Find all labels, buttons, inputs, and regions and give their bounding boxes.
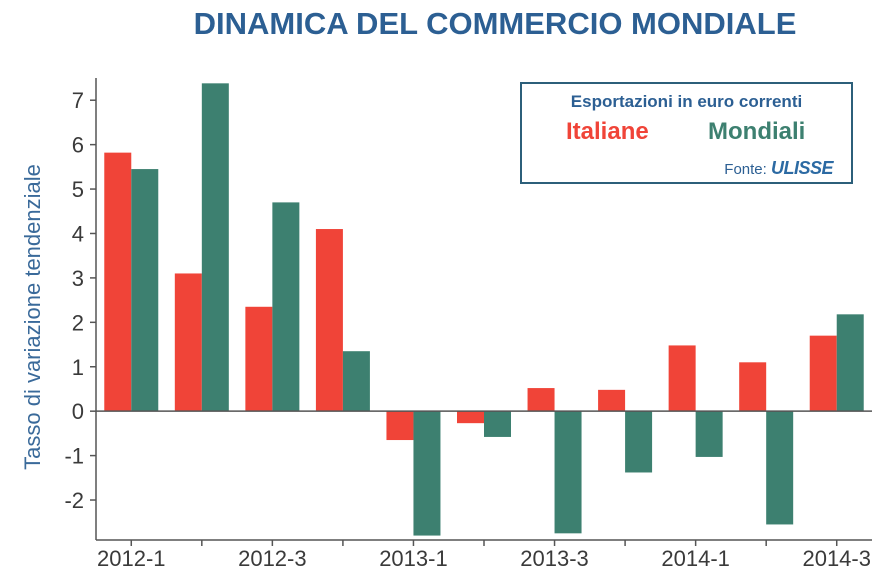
y-tick-label: 1 [72, 355, 84, 380]
bar-italiane-2012-3 [245, 306, 273, 412]
bar-italiane-2012-2 [174, 273, 202, 412]
bar-mondiali-2012-2 [201, 83, 229, 412]
bar-mondiali-2013-4 [625, 411, 653, 473]
x-tick-label: 2013-1 [379, 546, 448, 571]
legend-source: Fonte: ULISSE [724, 158, 833, 179]
y-tick-label: 7 [72, 88, 84, 113]
legend: Esportazioni in euro correnti Italiane M… [520, 82, 853, 184]
bar-mondiali-2014-2 [766, 411, 794, 525]
x-tick-label: 2012-3 [238, 546, 307, 571]
y-tick-label: -2 [64, 488, 84, 513]
chart-title: DINAMICA DEL COMMERCIO MONDIALE [193, 6, 797, 41]
x-tick-label: 2012-1 [97, 546, 166, 571]
bar-italiane-2013-4 [598, 389, 626, 412]
bar-italiane-2013-2 [457, 411, 484, 424]
x-tick-label: 2014-1 [661, 546, 730, 571]
ulisse-logo: ULISSE [770, 158, 834, 178]
legend-entry-mondiali: Mondiali [708, 118, 806, 145]
y-axis-label: Tasso di variazione tendenziale [20, 164, 45, 470]
bar-italiane-2014-1 [668, 345, 696, 412]
axes [90, 78, 872, 546]
bar-italiane-2013-3 [527, 388, 555, 412]
bar-mondiali-2013-1 [413, 411, 441, 536]
y-tick-label: 3 [72, 266, 84, 291]
bar-italiane-2012-1 [104, 152, 132, 412]
bar-mondiali-2012-1 [131, 169, 159, 412]
bar-italiane-2012-4 [315, 229, 343, 412]
bar-mondiali-2013-3 [554, 411, 582, 534]
bars [104, 83, 864, 536]
bar-mondiali-2012-4 [342, 351, 370, 412]
y-tick-label: 5 [72, 177, 84, 202]
y-tick-label: 6 [72, 133, 84, 158]
legend-entry-italiane: Italiane [566, 118, 649, 145]
bar-mondiali-2014-3 [836, 314, 864, 412]
x-tick-label: 2013-3 [520, 546, 589, 571]
y-tick-label: 0 [72, 399, 84, 424]
y-tick-label: 2 [72, 310, 84, 335]
bar-italiane-2014-3 [809, 335, 837, 412]
bar-mondiali-2014-1 [695, 411, 723, 457]
y-tick-label: 4 [72, 221, 84, 246]
source-label: Fonte: [724, 161, 767, 178]
tick-labels: -2 -1 0 1 2 3 4 5 6 7 Tasso di variazione tendenzi… [20, 88, 871, 571]
bar-italiane-2014-2 [739, 362, 767, 412]
y-tick-label: -1 [64, 444, 84, 469]
bar-italiane-2013-1 [386, 411, 414, 441]
legend-title: Esportazioni in euro correnti [570, 92, 803, 111]
bar-mondiali-2012-3 [272, 202, 300, 412]
bar-mondiali-2013-2 [484, 411, 511, 437]
x-tick-label: 2014-3 [802, 546, 871, 571]
